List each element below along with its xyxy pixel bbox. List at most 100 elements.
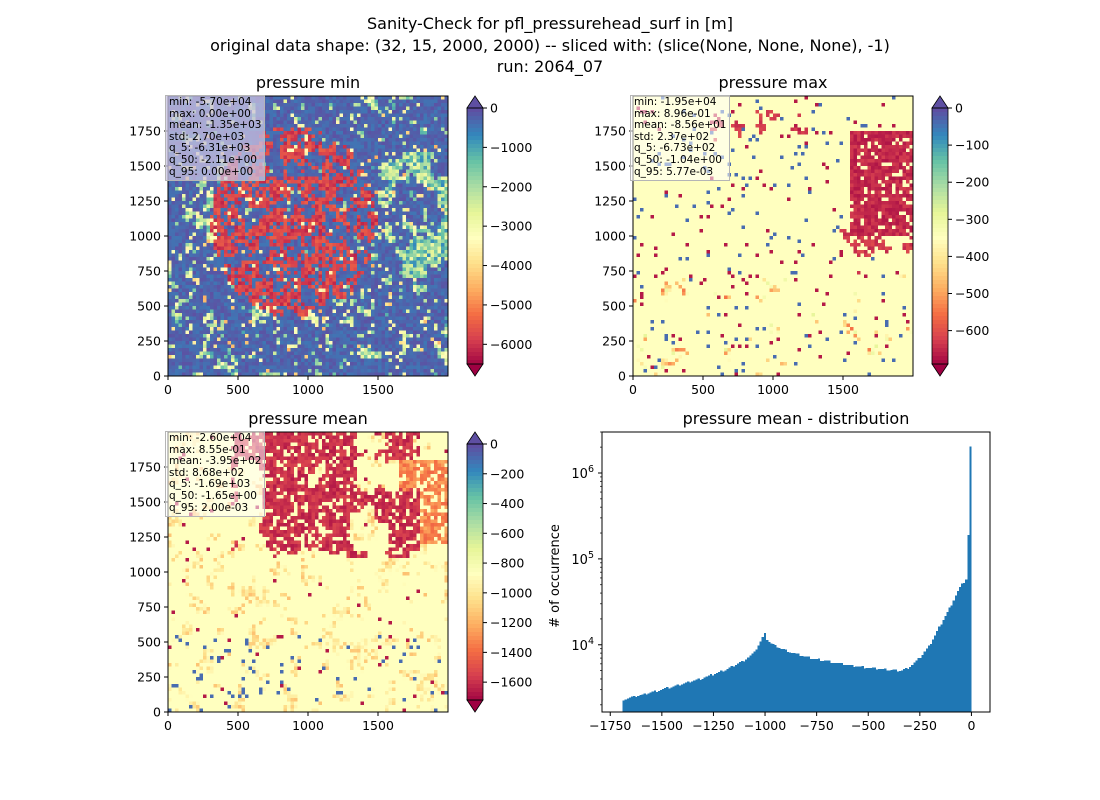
- histogram-bar: [859, 666, 862, 712]
- histogram-bar: [963, 582, 966, 712]
- histogram-bar: [913, 662, 916, 712]
- histogram-bar: [664, 688, 667, 712]
- histogram-bar: [832, 662, 835, 712]
- histogram-bar: [875, 669, 879, 712]
- histogram-bar: [892, 669, 895, 712]
- histogram-bar: [830, 662, 833, 712]
- colorbar-tick-label: −300: [955, 212, 989, 227]
- histogram-bar: [782, 649, 785, 712]
- stats-line: q_50: -2.11e+00: [169, 153, 257, 166]
- colorbar-extend-bottom: [466, 699, 484, 713]
- stats-line: q_5: -6.73e+02: [634, 142, 716, 155]
- stats-box: min: -1.95e+04 max: 8.96e-01 mean: -8.56e+…: [630, 95, 731, 182]
- histogram-bar: [635, 697, 638, 712]
- histogram-bar: [797, 653, 800, 712]
- colorbar: 0 −200 −400 −600 −800 −1000 −1200 −1400 −1600: [466, 431, 532, 713]
- histogram-bar: [767, 641, 771, 712]
- histogram-bar: [722, 671, 725, 712]
- histogram-bar: [871, 667, 875, 712]
- histogram-bar: [691, 681, 694, 712]
- histogram-bar: [765, 639, 769, 712]
- histogram-bar: [759, 641, 763, 712]
- histogram-bar: [861, 666, 864, 712]
- histogram-bar: [740, 660, 744, 712]
- histogram-bar: [873, 667, 877, 712]
- histogram-bar: [890, 670, 893, 712]
- histogram-bar: [817, 658, 821, 712]
- histogram-bar: [788, 652, 792, 712]
- colorbar-tick-label: −5000: [490, 297, 532, 312]
- histogram-bar: [633, 695, 636, 712]
- x-tick-label: 1000: [292, 718, 324, 733]
- histogram-bar: [921, 654, 924, 712]
- heatmap-image: [633, 96, 914, 377]
- panel-title: pressure mean - distribution: [683, 409, 910, 428]
- histogram-bar: [743, 661, 746, 712]
- histogram-bar: [826, 660, 829, 712]
- colorbar-tick-label: −6000: [490, 337, 532, 352]
- histogram-bar: [880, 668, 883, 712]
- histogram-bar: [718, 671, 721, 712]
- histogram-bar: [954, 595, 958, 712]
- stats-line: mean: -3.95e+02: [169, 455, 262, 468]
- histogram-bar: [811, 658, 814, 712]
- histogram-bar: [821, 660, 825, 712]
- histogram-bar: [956, 590, 960, 712]
- histogram-bar: [882, 668, 885, 712]
- histogram-bar: [662, 689, 665, 712]
- colorbar-tick-label: 0: [490, 437, 498, 452]
- histogram-bar: [751, 653, 754, 712]
- x-tick-label: 500: [226, 382, 250, 397]
- histogram-bar: [848, 664, 852, 712]
- y-tick-label: 1500: [594, 159, 626, 174]
- histogram-bar: [755, 649, 758, 712]
- histogram-bar: [894, 669, 897, 712]
- colorbar-frame: [466, 107, 484, 365]
- histogram-bar: [695, 679, 698, 712]
- colorbar-tick-label: −4000: [490, 258, 532, 273]
- histogram-bar: [637, 696, 640, 712]
- histogram-bar: [965, 579, 968, 712]
- histogram-bar: [666, 687, 669, 712]
- colorbar-tick-label: −1400: [490, 645, 532, 660]
- histogram-bar: [682, 683, 686, 712]
- histogram-bar: [747, 657, 750, 712]
- histogram-bar: [909, 667, 912, 712]
- histogram-bar: [898, 671, 902, 712]
- histogram-bar: [819, 660, 823, 712]
- histogram-bar: [674, 685, 677, 712]
- stats-box: min: -5.70e+04 max: 0.00e+00 mean: -1.35e+…: [165, 95, 266, 182]
- histogram-bar: [851, 664, 854, 712]
- x-tick-label: 0: [629, 382, 637, 397]
- x-tick-label: 0: [164, 718, 172, 733]
- panel-title: pressure min: [256, 73, 360, 92]
- colorbar-tick-label: −1600: [490, 675, 532, 690]
- histogram-bar: [780, 648, 783, 712]
- histogram-bar: [784, 649, 787, 712]
- histogram-bar: [904, 667, 908, 712]
- histogram-bars: [622, 446, 972, 712]
- x-tick-label: −1750: [589, 718, 631, 733]
- histogram-bar: [630, 696, 634, 712]
- stats-line: min: -1.95e+04: [634, 96, 717, 108]
- histogram-bar: [684, 682, 688, 712]
- colorbar-tick-label: −1200: [490, 615, 532, 630]
- y-tick-label: 500: [602, 299, 626, 314]
- stats-line: q_95: 0.00e+00: [169, 165, 254, 178]
- histogram-bar: [792, 653, 796, 712]
- stats-line: std: 2.70e+03: [169, 130, 245, 143]
- histogram-bar: [736, 663, 740, 712]
- colorbar-tick-label: −200: [955, 175, 989, 190]
- colorbar-extend-top: [466, 431, 484, 445]
- histogram-bar: [931, 639, 935, 712]
- histogram-bar: [805, 656, 808, 712]
- histogram-bar: [869, 667, 873, 712]
- histogram-bar: [828, 660, 831, 712]
- histogram-bar: [923, 651, 927, 712]
- y-tick-label: 1750: [594, 124, 626, 139]
- y-tick-label: 0: [618, 369, 626, 384]
- stats-box: min: -2.60e+04 max: 8.55e-01 mean: -3.95e+…: [165, 431, 266, 518]
- histogram-bar: [678, 685, 682, 712]
- x-tick-label: 0: [967, 718, 975, 733]
- stats-line: q_95: 2.00e-03: [169, 501, 249, 514]
